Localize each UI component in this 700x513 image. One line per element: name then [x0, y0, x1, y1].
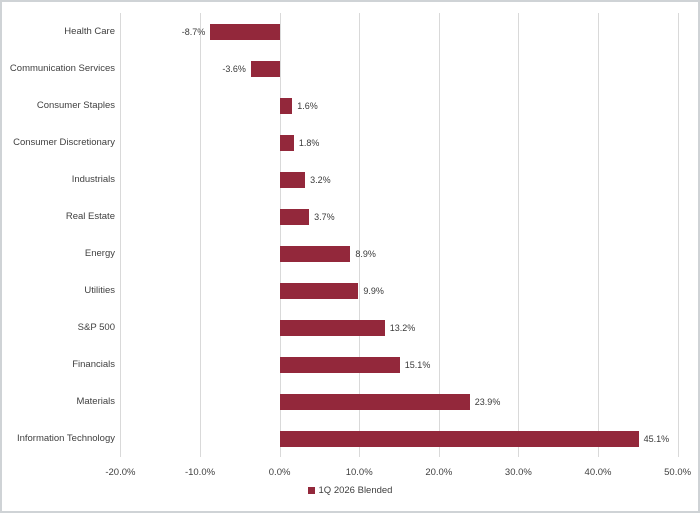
category-label: Financials: [72, 358, 115, 370]
value-label: 1.6%: [297, 100, 318, 111]
bar: [279, 208, 310, 225]
gridline: [200, 13, 201, 457]
bar: [279, 97, 293, 114]
value-label: -8.7%: [181, 26, 206, 37]
gridline: [279, 13, 281, 457]
bar: [279, 282, 359, 299]
value-label: 3.7%: [314, 211, 335, 222]
gridline: [598, 13, 599, 457]
value-label: 1.8%: [298, 137, 320, 148]
value-label: 13.2%: [389, 322, 416, 333]
bar: [279, 245, 351, 262]
gridline: [438, 13, 440, 457]
category-label: Communication Services: [9, 62, 115, 74]
value-label: 8.9%: [355, 248, 376, 259]
x-axis-tick-label: -10.0%: [184, 467, 216, 478]
category-label: Health Care: [64, 25, 115, 37]
bar: [210, 23, 280, 40]
x-axis-tick-label: 10.0%: [345, 467, 373, 478]
x-axis-tick-label: 0.0%: [268, 467, 291, 478]
legend: 1Q 2026 Blended: [0, 485, 700, 496]
category-label: Consumer Staples: [36, 99, 115, 111]
gridline: [120, 13, 122, 457]
x-axis-tick-label: 20.0%: [425, 467, 453, 478]
bar: [279, 134, 294, 151]
legend-series-label: 1Q 2026 Blended: [318, 485, 393, 496]
value-label: 15.1%: [404, 359, 431, 370]
category-label: Energy: [84, 247, 115, 259]
value-label: 23.9%: [474, 396, 501, 407]
bar: [279, 319, 385, 336]
gridline: [677, 13, 679, 457]
x-axis-tick-label: 30.0%: [504, 467, 532, 478]
category-label: Utilities: [84, 284, 115, 296]
bar: [279, 356, 400, 373]
category-label: Information Technology: [16, 432, 115, 444]
category-label: Consumer Discretionary: [13, 136, 115, 148]
legend-swatch-icon: [307, 487, 315, 494]
bar: [250, 60, 280, 77]
category-label: S&P 500: [77, 321, 115, 333]
bar: [279, 171, 306, 188]
value-label: 9.9%: [363, 285, 384, 296]
category-label: Materials: [76, 395, 115, 407]
category-label: Real Estate: [65, 210, 115, 222]
category-label: Industrials: [71, 173, 115, 185]
x-axis-tick-label: 40.0%: [584, 467, 612, 478]
bar: [279, 393, 470, 410]
value-label: 3.2%: [310, 174, 331, 185]
bar: [279, 430, 639, 447]
x-axis-tick-label: 50.0%: [664, 467, 692, 478]
value-label: 45.1%: [643, 433, 670, 444]
gridline: [518, 13, 520, 457]
value-label: -3.6%: [222, 63, 246, 74]
x-axis-tick-label: -20.0%: [105, 467, 136, 478]
gridline: [359, 13, 361, 457]
